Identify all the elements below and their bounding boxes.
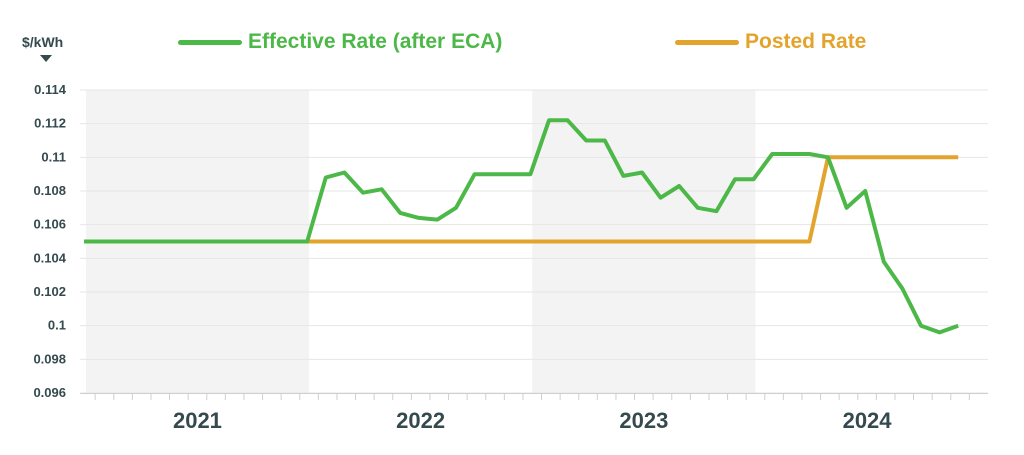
year-label-2023: 2023 [619, 408, 668, 433]
legend-swatch-effective [178, 39, 242, 45]
year-label-2022: 2022 [396, 408, 445, 433]
y-axis-unit-label: $/kWh [22, 34, 64, 50]
legend-label-posted: Posted Rate [745, 30, 867, 53]
y-tick-label: 0.112 [34, 116, 66, 131]
series-line-effective-rate [84, 118, 959, 335]
x-axis [80, 393, 988, 400]
unit-arrow-icon [40, 55, 52, 62]
year-label-2024: 2024 [843, 408, 893, 433]
legend-label-effective: Effective Rate (after ECA) [248, 30, 503, 53]
y-tick-label: 0.114 [34, 82, 67, 97]
gridlines [80, 89, 988, 394]
y-axis-ticks: 0.114 0.112 0.11 0.108 0.106 0.104 0.102 0.1 0.0… [33, 82, 66, 400]
legend-posted: Posted Rate [675, 30, 866, 54]
y-tick-label: 0.106 [33, 217, 66, 232]
y-tick-label: 0.11 [41, 149, 66, 164]
y-tick-label: 0.098 [33, 351, 66, 366]
y-tick-label: 0.096 [33, 385, 66, 400]
year-labels: 2021 2022 2023 2024 [173, 408, 892, 433]
year-label-2021: 2021 [173, 408, 222, 433]
y-tick-label: 0.104 [33, 250, 66, 265]
legend-effective: Effective Rate (after ECA) [178, 30, 502, 54]
series-lines [84, 118, 959, 335]
y-tick-label: 0.1 [48, 318, 66, 333]
y-tick-label: 0.108 [33, 183, 66, 198]
legend-swatch-posted [675, 39, 739, 45]
y-tick-label: 0.102 [33, 284, 66, 299]
